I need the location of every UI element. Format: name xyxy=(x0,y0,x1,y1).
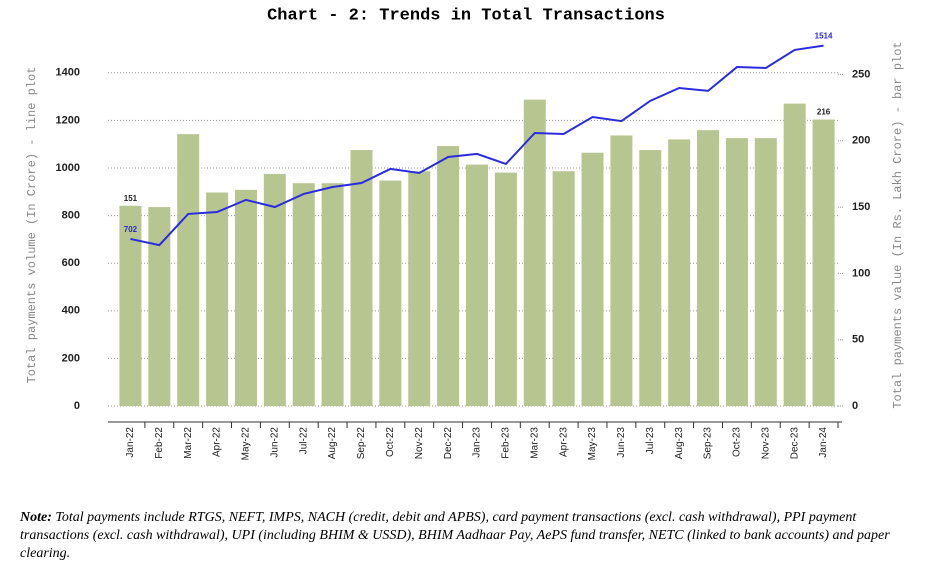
bar xyxy=(754,138,777,407)
y2-tick-label: 100 xyxy=(852,267,870,279)
bar xyxy=(263,173,286,407)
bar xyxy=(206,192,229,407)
bar-value-label: 216 xyxy=(817,108,831,117)
bar xyxy=(292,183,315,407)
bar xyxy=(725,138,748,407)
bar xyxy=(119,205,142,407)
x-tick-label: Nov-23 xyxy=(760,427,771,460)
x-tick-label: Aug-22 xyxy=(327,427,338,460)
bar xyxy=(668,139,691,407)
line xyxy=(130,44,824,247)
x-tick-label: Jan-23 xyxy=(472,427,483,458)
bar xyxy=(437,146,460,407)
bar xyxy=(177,134,200,407)
line-value-label: 1514 xyxy=(815,32,833,41)
chart: Chart - 2: Trends in Total Transactions … xyxy=(25,6,905,461)
x-tick-label: Jul-22 xyxy=(298,427,309,455)
bar xyxy=(321,183,344,407)
x-tick-label: Oct-23 xyxy=(732,427,743,457)
y-tick-label: 800 xyxy=(62,210,80,222)
y-tick-label: 1200 xyxy=(56,114,80,126)
y2-tick-label: 50 xyxy=(852,334,864,346)
x-tick-label: Aug-23 xyxy=(674,427,685,460)
x-tick-label: Sep-23 xyxy=(703,427,714,460)
y-tick-label: 0 xyxy=(74,400,80,412)
y2-tick-label: 150 xyxy=(852,201,870,213)
y-tick-label: 1000 xyxy=(56,162,80,174)
bar xyxy=(494,172,517,407)
note-text: Total payments include RTGS, NEFT, IMPS,… xyxy=(20,510,890,561)
bar xyxy=(379,180,402,407)
y-tick-label: 400 xyxy=(62,305,80,317)
x-tick-label: Jun-23 xyxy=(616,427,627,458)
bar xyxy=(523,99,546,407)
x-tick-label: Dec-23 xyxy=(789,427,800,460)
x-tick-label: Feb-23 xyxy=(501,427,512,459)
x-tick-label: Dec-22 xyxy=(443,427,454,460)
x-tick-label: Apr-23 xyxy=(558,427,569,457)
bar xyxy=(639,150,662,407)
y-tick-label: 200 xyxy=(62,352,80,364)
bar xyxy=(783,103,806,407)
bar-value-label: 151 xyxy=(124,194,138,203)
x-tick-label: Feb-22 xyxy=(154,427,165,459)
y-axis-label: Total payments volume (In Crore) - line … xyxy=(25,67,39,384)
x-tick-label: Nov-22 xyxy=(414,427,425,460)
x-tick-label: May-22 xyxy=(241,427,252,461)
x-tick-label: May-23 xyxy=(587,427,598,461)
line-value-label: 702 xyxy=(124,225,138,234)
bar xyxy=(552,171,575,407)
bar xyxy=(408,171,431,407)
x-tick-label: Jan-24 xyxy=(818,427,829,458)
x-tick-label: Jun-22 xyxy=(269,427,280,458)
y-tick-label: 600 xyxy=(62,257,80,269)
y2-tick-label: 250 xyxy=(852,68,870,80)
note: Note: Total payments include RTGS, NEFT,… xyxy=(20,509,920,563)
x-tick-label: Apr-22 xyxy=(212,427,223,457)
chart-title: Chart - 2: Trends in Total Transactions xyxy=(267,6,665,25)
x-tick-label: Mar-22 xyxy=(183,427,194,459)
bar xyxy=(610,135,633,407)
bar xyxy=(697,130,720,407)
bar xyxy=(350,150,373,407)
bar xyxy=(581,152,604,407)
y2-axis-label: Total payments value (In Rs. Lakh Crore)… xyxy=(891,41,905,408)
bar xyxy=(812,119,835,407)
x-tick-label: Mar-23 xyxy=(529,427,540,459)
x-tick-label: Jul-23 xyxy=(645,427,656,455)
bar xyxy=(466,164,488,407)
y2-tick-label: 0 xyxy=(852,400,858,412)
x-tick-label: Jan-22 xyxy=(125,427,136,458)
bar xyxy=(148,207,171,407)
x-tick-label: Sep-22 xyxy=(356,427,367,460)
y-tick-label: 1400 xyxy=(56,67,80,79)
y2-tick-label: 200 xyxy=(852,135,870,147)
x-tick-label: Oct-22 xyxy=(385,427,396,457)
note-label: Note: xyxy=(20,510,52,525)
bar xyxy=(234,189,257,407)
